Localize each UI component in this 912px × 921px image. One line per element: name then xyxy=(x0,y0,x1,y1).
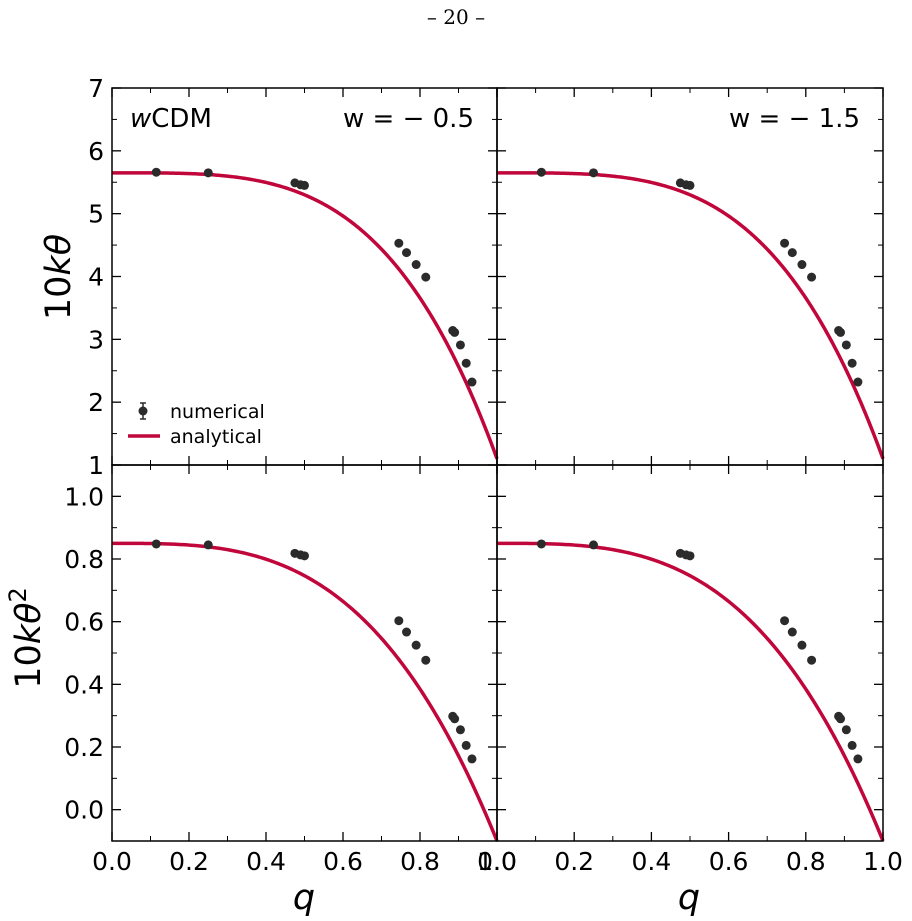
x-tick-label: 0.2 xyxy=(554,847,594,876)
numerical-point xyxy=(787,248,797,258)
legend-numerical-label: numerical xyxy=(170,401,265,423)
y-tick-label: 0.2 xyxy=(64,733,104,762)
numerical-point xyxy=(421,655,431,665)
y-tick-label: 0.0 xyxy=(64,796,104,825)
legend-numerical-marker xyxy=(138,402,148,420)
y-label-bottom: 10kθ2 xyxy=(4,587,49,689)
numerical-point xyxy=(450,714,460,724)
numerical-point xyxy=(536,167,546,177)
numerical-point xyxy=(847,358,857,368)
analytical-curve xyxy=(497,541,885,842)
x-tick-label: 0.8 xyxy=(786,847,826,876)
numerical-point xyxy=(841,725,851,735)
numerical-point xyxy=(411,640,421,650)
numerical-point xyxy=(685,180,695,190)
y-tick-label: 4 xyxy=(88,263,104,292)
model-label: wCDM xyxy=(130,104,212,134)
x-tick-label: 0.0 xyxy=(92,847,132,876)
numerical-point xyxy=(461,740,471,750)
y-tick-label: 2 xyxy=(88,388,104,417)
x-label-right: q xyxy=(678,878,700,918)
x-tick-label: 0.8 xyxy=(400,847,440,876)
numerical-point xyxy=(853,754,863,764)
numerical-point xyxy=(807,272,817,282)
y-tick-label: 5 xyxy=(88,200,104,229)
numerical-point xyxy=(836,714,846,724)
y-tick-label: 6 xyxy=(88,137,104,166)
y-tick-label: 7 xyxy=(88,74,104,103)
numerical-point xyxy=(402,248,412,258)
numerical-point xyxy=(151,539,161,549)
x-tick-label: 0.4 xyxy=(246,847,286,876)
numerical-point xyxy=(836,327,846,337)
y-tick-label: 0.8 xyxy=(64,545,104,574)
numerical-point xyxy=(685,551,695,561)
analytical-curve xyxy=(111,171,499,460)
numerical-point xyxy=(421,272,431,282)
numerical-point xyxy=(847,740,857,750)
x-tick-label: 1.0 xyxy=(477,847,517,876)
y-tick-label: 1 xyxy=(88,451,104,480)
numerical-point xyxy=(536,539,546,549)
y-tick-label: 0.4 xyxy=(64,670,104,699)
numerical-point xyxy=(151,167,161,177)
w-label-right: w = − 1.5 xyxy=(729,104,860,134)
analytical-curve xyxy=(496,171,885,460)
y-tick-label: 1.0 xyxy=(64,482,104,511)
x-tick-label: 0.2 xyxy=(169,847,209,876)
x-tick-label: 0.6 xyxy=(323,847,363,876)
page-number: – 20 – xyxy=(427,5,485,29)
x-tick-label: 0.4 xyxy=(632,847,672,876)
numerical-point xyxy=(394,238,404,248)
numerical-point xyxy=(461,358,471,368)
y-tick-label: 3 xyxy=(88,325,104,354)
panel-frame-bottom-right xyxy=(496,464,884,842)
numerical-point xyxy=(797,260,807,270)
numerical-point xyxy=(787,627,797,637)
legend-analytical-label: analytical xyxy=(170,426,262,448)
panel-frame-bottom-left xyxy=(111,464,498,842)
numerical-point xyxy=(780,616,790,626)
numerical-point xyxy=(450,327,460,337)
x-tick-label: 0.0 xyxy=(477,847,517,876)
numerical-point xyxy=(402,627,412,637)
numerical-point xyxy=(841,340,851,350)
numerical-point xyxy=(300,551,309,561)
legend: numerical analytical xyxy=(128,401,265,448)
w-label-left: w = − 0.5 xyxy=(343,104,474,134)
numerical-point xyxy=(300,180,309,190)
numerical-point xyxy=(203,540,213,550)
x-tick-label: 1.0 xyxy=(863,847,903,876)
numerical-point xyxy=(394,616,404,626)
panel-frame-top-right xyxy=(496,87,884,466)
numerical-point xyxy=(455,340,465,350)
numerical-point xyxy=(203,168,213,178)
y-label-top: 10kθ xyxy=(39,234,79,320)
x-tick-label: 0.6 xyxy=(709,847,749,876)
numerical-point xyxy=(797,640,807,650)
analytical-curve xyxy=(112,541,499,842)
numerical-point xyxy=(807,655,817,665)
numerical-point xyxy=(589,168,598,178)
numerical-point xyxy=(411,260,421,270)
numerical-point xyxy=(780,238,790,248)
numerical-point xyxy=(589,540,598,550)
numerical-point xyxy=(853,377,863,387)
x-label-left: q xyxy=(293,878,315,918)
numerical-point xyxy=(455,725,465,735)
y-tick-label: 0.6 xyxy=(64,608,104,637)
numerical-point xyxy=(467,754,477,764)
numerical-point xyxy=(467,377,477,387)
